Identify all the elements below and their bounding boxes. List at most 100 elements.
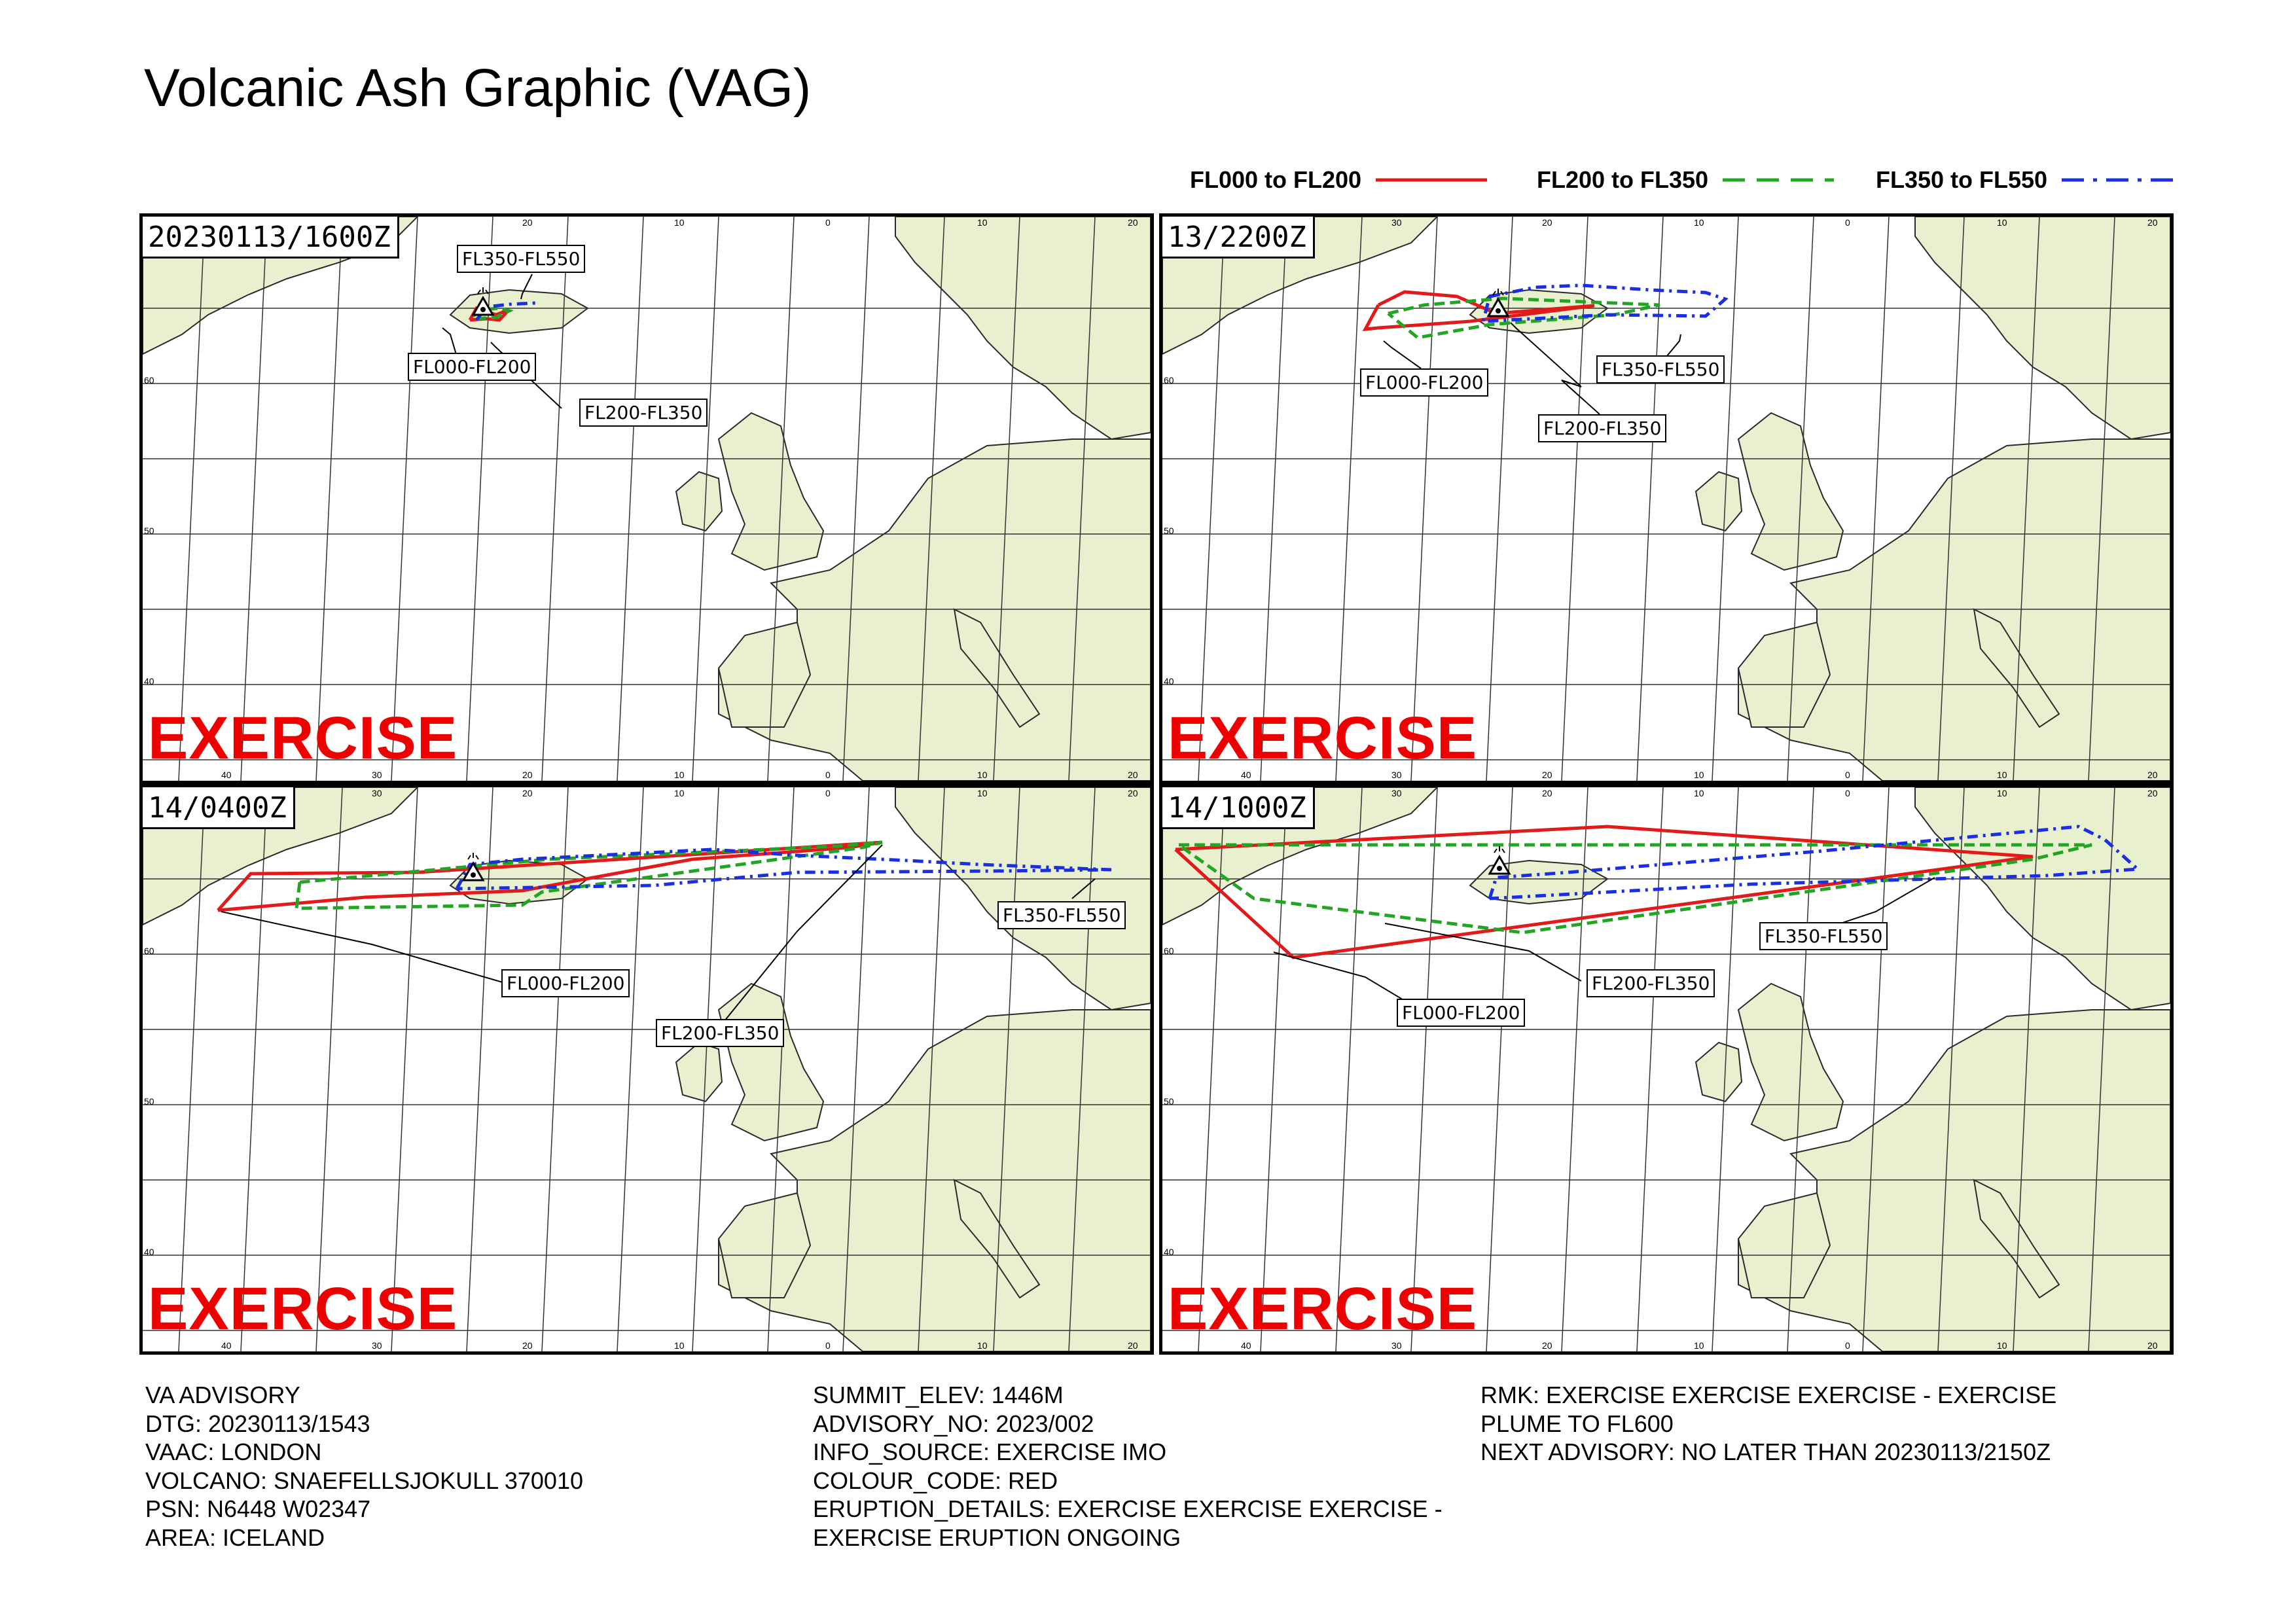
panel-time: 20230113/1600Z — [143, 217, 399, 259]
meridian-line — [1937, 787, 1965, 1351]
meridian-line — [1486, 217, 1513, 781]
tick-label-top: 10 — [1997, 217, 2007, 228]
advisory-line: SUMMIT_ELEV: 1446M — [813, 1382, 1064, 1408]
meridian-line — [240, 787, 268, 1351]
tick-label-top: 20 — [1542, 788, 1552, 798]
plume-overlay — [442, 274, 562, 409]
label-fl000-fl200: FL000-FL200 — [1397, 999, 1526, 1027]
tick-label-top: 0 — [1845, 217, 1850, 228]
land-polygon — [1695, 1041, 1743, 1103]
label-fl000-fl200: FL000-FL200 — [1360, 368, 1489, 397]
label-fl350-fl550: FL350-FL550 — [1596, 355, 1725, 383]
meridian-line — [1787, 787, 1814, 1351]
tick-label-top: 20 — [1542, 217, 1552, 228]
label-fl350-fl550: FL350-FL550 — [457, 245, 586, 273]
volcano-icon — [471, 287, 495, 316]
map-panel-2: 30 20 10 0 10 20 40 30 20 10 0 10 20 60 50 40 13/2200Z … — [1159, 213, 2174, 784]
tick-label-left: 40 — [1164, 1247, 1174, 1257]
tick-label-bottom: 10 — [1997, 770, 2007, 780]
advisory-line: VA ADVISORY — [145, 1382, 300, 1408]
tick-label-top: 10 — [977, 788, 988, 798]
plume-fl000-fl200 — [1362, 290, 1595, 331]
tick-label-bottom: 0 — [825, 1340, 831, 1351]
tick-label-bottom: 20 — [1128, 1340, 1138, 1351]
tick-label-bottom: 30 — [372, 1340, 382, 1351]
tick-label-bottom: 40 — [1241, 1340, 1251, 1351]
legend-fl200-fl350: FL200 to FL350 — [1537, 157, 1835, 203]
panel-time: 13/2200Z — [1162, 217, 1315, 259]
meridian-line — [842, 787, 870, 1351]
tick-label-left: 50 — [144, 1096, 154, 1107]
land-polygon — [675, 471, 723, 532]
tick-label-bottom: 20 — [522, 770, 533, 780]
tick-label-bottom: 20 — [2147, 1340, 2158, 1351]
tick-label-left: 50 — [1164, 526, 1174, 536]
plume-fl200-fl350 — [295, 840, 883, 910]
meridian-line — [1712, 217, 1739, 781]
tick-label-top: 10 — [674, 217, 685, 228]
meridian-line — [1260, 217, 1287, 781]
panel-time: 14/0400Z — [143, 787, 295, 829]
tick-label-top: 20 — [2147, 217, 2158, 228]
advisory-right: RMK: EXERCISE EXERCISE EXERCISE - EXERCI… — [1480, 1381, 2056, 1467]
tick-label-left: 60 — [144, 375, 154, 385]
advisory-line: PLUME TO FL600 — [1480, 1410, 1674, 1437]
advisory-line: INFO_SOURCE: EXERCISE IMO — [813, 1438, 1167, 1465]
meridian-line — [541, 787, 569, 1351]
meridian-line — [466, 787, 493, 1351]
map-panel-3: 30 20 10 0 10 20 40 30 20 10 0 10 20 60 50 40 14/0400Z … — [139, 784, 1154, 1355]
tick-label-top: 0 — [1845, 788, 1850, 798]
tick-label-top: 20 — [522, 788, 533, 798]
plume-fl000-fl200 — [1174, 825, 2034, 959]
meridian-line — [2013, 217, 2040, 781]
meridian-line — [1486, 787, 1513, 1351]
meridian-line — [918, 787, 945, 1351]
tick-label-bottom: 10 — [1694, 1340, 1704, 1351]
advisory-line: NEXT ADVISORY: NO LATER THAN 20230113/21… — [1480, 1438, 2051, 1465]
tick-label-bottom: 40 — [221, 770, 232, 780]
meridian-line — [391, 787, 418, 1351]
meridian-line — [178, 217, 206, 781]
meridian-line — [1712, 787, 1739, 1351]
land-polygon — [953, 608, 1041, 728]
legend-fl350-fl550: FL350 to FL550 — [1876, 157, 2174, 203]
label-fl000-fl200: FL000-FL200 — [501, 969, 630, 997]
tick-label-bottom: 10 — [1694, 770, 1704, 780]
meridian-line — [541, 217, 569, 781]
volcano-icon — [1486, 289, 1510, 317]
page-title: Volcanic Ash Graphic (VAG) — [144, 58, 812, 118]
meridian-line — [842, 217, 870, 781]
meridian-line — [1937, 217, 1965, 781]
label-fl350-fl550: FL350-FL550 — [1759, 922, 1888, 950]
plume-fl350-fl550 — [455, 847, 1112, 891]
tick-label-left: 40 — [1164, 676, 1174, 687]
legend-dashdot-line — [2062, 178, 2174, 182]
tick-label-bottom: 10 — [674, 1340, 685, 1351]
tick-label-bottom: 30 — [1391, 770, 1402, 780]
meridian-line — [315, 787, 343, 1351]
land-polygon — [953, 1179, 1041, 1299]
tick-label-bottom: 40 — [1241, 770, 1251, 780]
plume-fl350-fl550 — [1488, 825, 2142, 901]
tick-label-left: 60 — [144, 946, 154, 956]
land-polygon — [717, 412, 825, 571]
plume-fl350-fl550 — [1480, 283, 1729, 323]
tick-label-top: 0 — [825, 788, 831, 798]
meridian-line — [1335, 217, 1363, 781]
land-polygon — [1695, 471, 1743, 532]
legend-label: FL350 to FL550 — [1876, 166, 2048, 193]
tick-label-bottom: 20 — [1128, 770, 1138, 780]
legend-label: FL000 to FL200 — [1190, 166, 1362, 193]
tick-label-left: 60 — [1164, 375, 1174, 385]
meridian-line — [767, 787, 795, 1351]
land-polygon — [1737, 621, 1831, 728]
tick-label-top: 10 — [977, 217, 988, 228]
tick-label-bottom: 0 — [825, 770, 831, 780]
meridian-line — [2013, 787, 2040, 1351]
advisory-line: EXERCISE ERUPTION ONGOING — [813, 1524, 1181, 1551]
meridian-line — [692, 217, 719, 781]
tick-label-bottom: 40 — [221, 1340, 232, 1351]
meridian-line — [767, 217, 795, 781]
panel-time: 14/1000Z — [1162, 787, 1315, 829]
